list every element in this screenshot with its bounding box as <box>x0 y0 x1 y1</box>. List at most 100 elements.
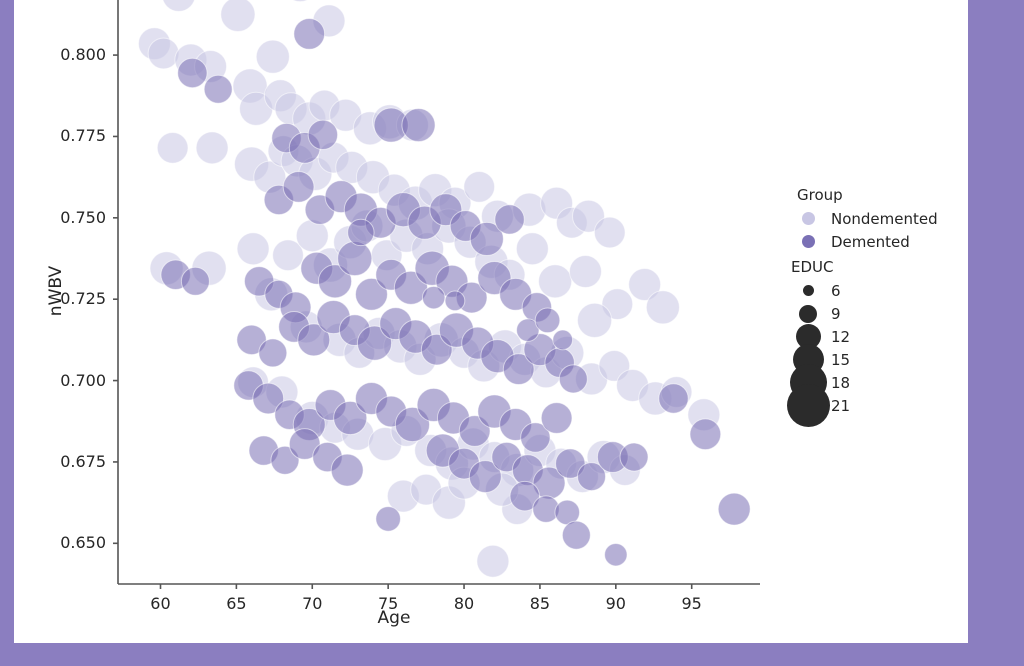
scatter-point <box>375 506 401 532</box>
scatter-point <box>516 318 540 342</box>
scatter-point <box>236 324 267 356</box>
legend-size-dot <box>799 304 817 323</box>
x-tick-label: 90 <box>605 594 626 613</box>
scatter-point <box>552 329 574 351</box>
y-tick-label: 0.725 <box>60 289 106 309</box>
series-demented <box>160 18 751 567</box>
scatter-point <box>356 325 393 361</box>
legend-size-swatch <box>785 384 831 427</box>
scatter-point <box>576 302 613 338</box>
legend-size-item[interactable]: 6 <box>785 279 968 302</box>
legend-size-item[interactable]: 21 <box>785 384 968 427</box>
y-tick-label: 0.700 <box>60 370 106 390</box>
scatter-point <box>628 268 662 302</box>
legend-size-dot <box>786 384 830 427</box>
y-tick-label: 0.675 <box>60 451 106 471</box>
scatter-point <box>463 171 496 203</box>
x-tick-label: 60 <box>150 594 171 613</box>
scatter-point <box>258 338 288 368</box>
legend-size-label: 21 <box>831 396 851 415</box>
scatter-point <box>333 400 368 436</box>
legend-size-rows: 6 9 12 15 18 21 <box>785 279 968 427</box>
scatter-point <box>558 364 588 394</box>
legend-group-item[interactable]: Nondemented <box>785 207 968 230</box>
y-axis-label: nWBV <box>46 265 66 317</box>
scatter-point <box>468 460 502 494</box>
scatter-point <box>658 383 689 414</box>
scatter-point <box>156 131 189 164</box>
scatter-point <box>469 221 504 257</box>
y-tick-label: 0.775 <box>60 126 106 146</box>
scatter-point <box>337 240 373 277</box>
scatter-point <box>540 402 573 434</box>
y-tick-label: 0.800 <box>60 45 106 65</box>
scatter-point <box>203 74 233 104</box>
scatter-point <box>317 264 353 299</box>
legend-color-dot <box>801 235 815 248</box>
scatter-point <box>444 290 466 312</box>
scatter-point <box>236 232 270 266</box>
legend-educ-title: EDUC <box>791 258 834 276</box>
data-points-layer <box>137 0 751 578</box>
legend-size-swatch <box>785 285 831 296</box>
scatter-point <box>177 57 208 89</box>
legend-group-label: Nondemented <box>831 209 938 228</box>
scatter-point <box>476 544 510 578</box>
scatter-point <box>252 382 285 415</box>
scatter-point <box>577 462 607 492</box>
scatter-point <box>509 480 540 512</box>
x-tick-label: 85 <box>529 594 551 613</box>
scatter-point <box>538 264 573 299</box>
figure-canvas: 60 65 70 75 80 85 90 95 0.650 0.675 0.700 0.725 0.75… <box>14 0 968 643</box>
chart-legend: Group Nondemented Demented EDUC 6 9 12 15 18 2… <box>785 186 968 427</box>
scatter-point <box>534 307 561 334</box>
scatter-point <box>593 216 626 249</box>
scatter-point <box>291 0 309 3</box>
scatter-point <box>645 290 680 325</box>
legend-group-item[interactable]: Demented <box>785 230 968 253</box>
scatter-point <box>515 232 549 266</box>
scatter-point <box>255 39 290 74</box>
legend-size-label: 18 <box>831 373 851 392</box>
legend-swatch <box>785 235 831 248</box>
legend-size-label: 9 <box>831 304 841 323</box>
scatter-point <box>520 422 551 453</box>
scatter-point <box>295 219 329 253</box>
scatter-point <box>561 520 591 550</box>
axes-spines <box>113 0 760 589</box>
scatter-point <box>293 18 326 50</box>
scatter-point <box>401 107 436 143</box>
scatter-point <box>689 418 722 451</box>
legend-group-rows: Nondemented Demented <box>785 207 968 253</box>
scatter-point <box>502 353 535 386</box>
legend-size-item[interactable]: 9 <box>785 302 968 325</box>
scatter-point <box>604 542 628 567</box>
x-tick-label: 95 <box>681 594 702 613</box>
x-axis-label: Age <box>377 608 411 628</box>
scatter-point <box>354 277 388 311</box>
scatter-point <box>147 37 180 70</box>
scatter-point <box>195 131 229 165</box>
scatter-point <box>162 0 195 12</box>
scatter-point <box>619 442 649 472</box>
y-tick-label: 0.750 <box>60 207 106 227</box>
x-tick-label: 65 <box>226 594 247 613</box>
legend-size-label: 12 <box>831 327 851 346</box>
scatter-point <box>568 255 602 289</box>
legend-group-label: Demented <box>831 232 910 251</box>
scatter-point <box>421 285 446 310</box>
scatter-point <box>272 239 304 272</box>
legend-group-title: Group <box>797 186 843 204</box>
scatter-point <box>307 119 339 151</box>
scatter-point <box>180 266 210 296</box>
legend-swatch <box>785 212 831 225</box>
scatter-point <box>220 0 256 32</box>
y-tick-label: 0.650 <box>60 533 106 553</box>
scatter-point <box>717 492 751 526</box>
scatter-point <box>494 204 525 235</box>
x-tick-label: 75 <box>377 594 399 613</box>
scatter-point <box>282 171 315 203</box>
scatter-point <box>347 218 375 247</box>
legend-size-item[interactable]: 12 <box>785 324 968 349</box>
